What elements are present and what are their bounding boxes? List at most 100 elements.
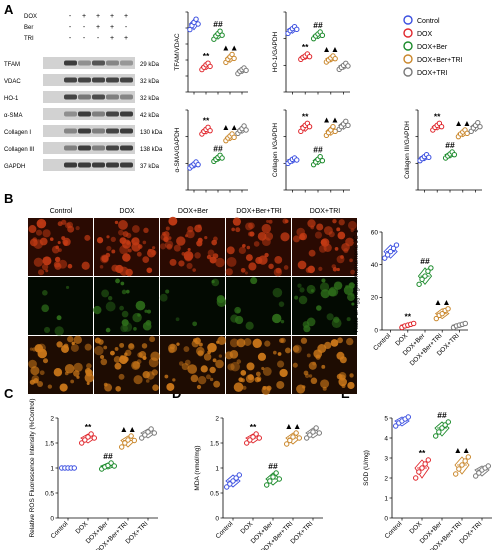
micro-cell [119, 245, 129, 255]
y-tick-label: 1.5 [210, 440, 219, 447]
micro-cell [303, 370, 309, 376]
blot-mark: + [82, 13, 86, 20]
micro-cell [30, 366, 40, 376]
blot-protein-label: GAPDH [4, 164, 25, 170]
data-point [236, 472, 243, 478]
micro-cell [121, 319, 129, 327]
micro-cell [328, 231, 335, 238]
micro-cell [37, 380, 44, 388]
micro-cell [257, 352, 267, 361]
micro-cell [256, 376, 262, 382]
blot-band [120, 128, 133, 134]
micro-cell [306, 284, 316, 294]
micro-cell [181, 251, 186, 256]
micro-cell [103, 382, 108, 387]
x-tick-label: DOX+TRI [458, 520, 483, 545]
micro-cell [163, 231, 170, 238]
micro-cell [268, 263, 274, 270]
blot-band [78, 111, 91, 117]
micro-cell [209, 366, 216, 374]
micro-cell [236, 309, 241, 313]
y-tick-label: 1 [50, 465, 54, 472]
micro-cell [56, 341, 63, 348]
micro-cell [73, 362, 83, 372]
micro-cell [28, 225, 37, 234]
data-point [88, 431, 94, 437]
micro-cell [279, 368, 288, 378]
data-point [462, 458, 468, 464]
micro-cell [123, 356, 129, 362]
micro-cell [178, 361, 184, 366]
micro-cell [308, 374, 313, 378]
micro-cell [205, 374, 211, 380]
micro-cell [119, 342, 125, 348]
blot-mark: + [96, 13, 100, 20]
micro-cell [39, 237, 48, 246]
significance-mark: ## [445, 140, 455, 150]
data-point [442, 422, 448, 428]
micro-cell [42, 358, 49, 364]
significance-mark: ▲▲ [454, 445, 471, 455]
micro-cell [217, 336, 226, 345]
blot-treatment-label: Ber [24, 25, 33, 31]
micro-cell [272, 287, 283, 298]
micro-cell [151, 369, 158, 376]
data-point [293, 430, 299, 436]
micro-cell [45, 269, 49, 273]
micro-cell [234, 306, 242, 314]
micro-cell [100, 358, 108, 366]
micro-cell [118, 220, 128, 230]
data-point [451, 151, 458, 158]
data-point [195, 21, 201, 27]
blot-protein-label: HO-1 [4, 96, 19, 102]
micro-cell [298, 295, 308, 305]
micro-cell [84, 343, 92, 351]
micro-cell [320, 239, 327, 246]
data-point [473, 473, 479, 479]
data-point [345, 122, 351, 129]
micro-cell [152, 384, 159, 391]
blot-kda-label: 130 kDa [140, 130, 163, 136]
micro-cell [209, 377, 214, 382]
data-point [229, 51, 235, 58]
data-point [233, 475, 239, 481]
micro-cell [225, 268, 233, 276]
panel-letter-c: C [4, 386, 14, 401]
blot-mark: - [69, 13, 72, 20]
significance-mark: ## [103, 451, 113, 461]
data-point [79, 440, 85, 446]
micro-cell [42, 256, 52, 266]
micro-cell [57, 221, 63, 227]
micro-cell [186, 262, 193, 269]
data-point [193, 16, 199, 22]
micro-cell [151, 246, 156, 250]
micro-cell [163, 236, 169, 243]
micro-cell [284, 219, 289, 224]
micro-cell [151, 250, 157, 256]
micro-cell [196, 240, 203, 247]
data-point [319, 32, 326, 39]
data-point [459, 462, 465, 468]
y-axis-label: HO-1/GAPDH [272, 31, 279, 72]
blot-kda-label: 32 kDa [140, 79, 160, 85]
blot-band [120, 162, 133, 168]
micro-cell [145, 379, 150, 383]
y-tick-label: 2 [215, 415, 219, 422]
data-point [310, 429, 316, 435]
micro-cell [316, 223, 324, 231]
data-point [276, 476, 282, 482]
legend-marker [403, 54, 413, 64]
micro-cell [63, 343, 69, 349]
micro-cell [321, 364, 326, 369]
micro-cell [54, 256, 61, 263]
micro-cell [181, 362, 189, 371]
micro-cell [229, 338, 239, 348]
data-point [108, 460, 114, 466]
micro-cell [200, 365, 208, 373]
micro-cell [196, 384, 202, 390]
data-point [419, 465, 425, 471]
micro-cell [320, 289, 330, 299]
data-point [393, 242, 400, 248]
data-point [445, 306, 451, 312]
